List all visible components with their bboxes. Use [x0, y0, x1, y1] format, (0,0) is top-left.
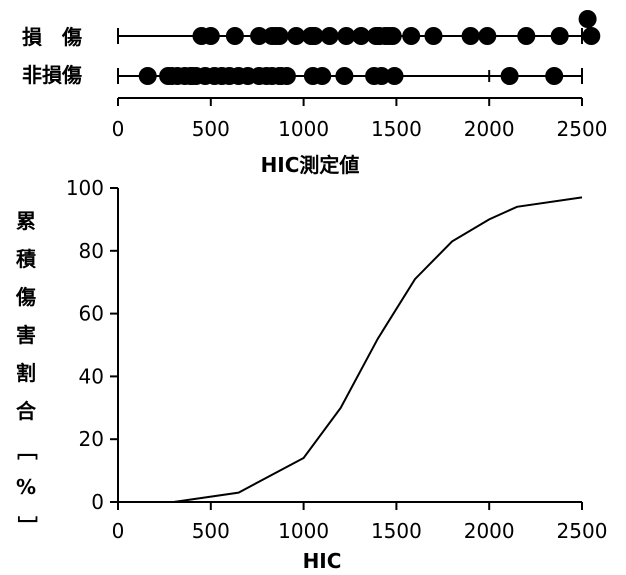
strip-point: [313, 67, 332, 85]
y-tick-label: 60: [79, 302, 104, 326]
y-tick-label: 40: [79, 364, 104, 388]
strip-point: [225, 27, 244, 45]
strip-point: [424, 27, 443, 45]
strip-x-tick-label: 2500: [557, 117, 608, 141]
y-axis-label-char: 害: [16, 323, 36, 347]
x-tick-label: 2000: [464, 519, 515, 543]
x-tick-label: 0: [112, 519, 125, 543]
x-tick-label: 500: [192, 519, 230, 543]
strip-point: [478, 27, 497, 45]
strip-point: [277, 67, 296, 85]
y-axis-label-char: 割: [16, 361, 36, 385]
strip-x-tick-label: 1000: [278, 117, 329, 141]
strip-point: [305, 27, 324, 45]
strip-x-tick-label: 500: [192, 117, 230, 141]
strip-point: [385, 67, 404, 85]
strip-point: [287, 27, 306, 45]
strip-point: [352, 27, 371, 45]
strip-x-tick-label: 1500: [371, 117, 422, 141]
strip-point: [500, 67, 519, 85]
strip-x-tick-label: 0: [112, 117, 125, 141]
x-ticks: 0 500 1000 1500 2000 2500: [112, 502, 608, 543]
strip-x-tick-label: 2000: [464, 117, 515, 141]
cumulative-injury-line: [118, 196, 583, 503]
y-axis-label-char: 累: [16, 209, 36, 233]
y-tick-label: 80: [79, 239, 104, 263]
strip-point: [550, 27, 569, 45]
x-tick-label: 1500: [371, 519, 422, 543]
y-axis-label-char: ］: [15, 516, 39, 536]
strip-point: [517, 27, 536, 45]
strip-x-ticks: 0 500 1000 1500 2000 2500: [112, 98, 608, 141]
y-axis-label-char: 傷: [15, 285, 36, 309]
strip-x-axis-label: HIC測定値: [261, 153, 360, 177]
strip-point: [270, 27, 289, 45]
strip-label-uninjured: 非損傷: [22, 63, 82, 87]
strip-point: [201, 27, 220, 45]
y-ticks: 0 20 40 60 80 100: [66, 176, 118, 514]
strip-point: [461, 27, 480, 45]
strip-point: [383, 27, 402, 45]
strip-point: [545, 67, 564, 85]
strip-point: [250, 27, 269, 45]
y-axis-label-char: %: [16, 475, 36, 499]
y-axis-label-char: ［: [15, 440, 39, 460]
strip-point: [335, 67, 354, 85]
strip-point: [138, 67, 157, 85]
strip-point: [582, 27, 601, 45]
strip-point: [337, 27, 356, 45]
x-tick-label: 1000: [278, 519, 329, 543]
x-axis-label: HIC: [303, 549, 342, 573]
y-axis-label-char: 合: [16, 399, 37, 423]
strip-point: [578, 10, 597, 28]
strip-point: [372, 67, 391, 85]
y-tick-label: 20: [79, 427, 104, 451]
cumulative-line-chart: 0 500 1000 1500 2000 2500 0 20 40 60 80 100 HIC 累積…: [15, 176, 607, 573]
strip-point: [402, 27, 421, 45]
strip-label-injured: 損 傷: [22, 25, 82, 49]
y-tick-label: 100: [66, 176, 104, 200]
x-tick-label: 2500: [557, 519, 608, 543]
y-axis-label-char: 積: [16, 247, 37, 271]
y-tick-label: 0: [91, 490, 104, 514]
strip-point: [320, 27, 339, 45]
strip-plot: 損 傷 非損傷 0 500 1000 1500 2000 2500 HIC測定値: [22, 10, 607, 177]
